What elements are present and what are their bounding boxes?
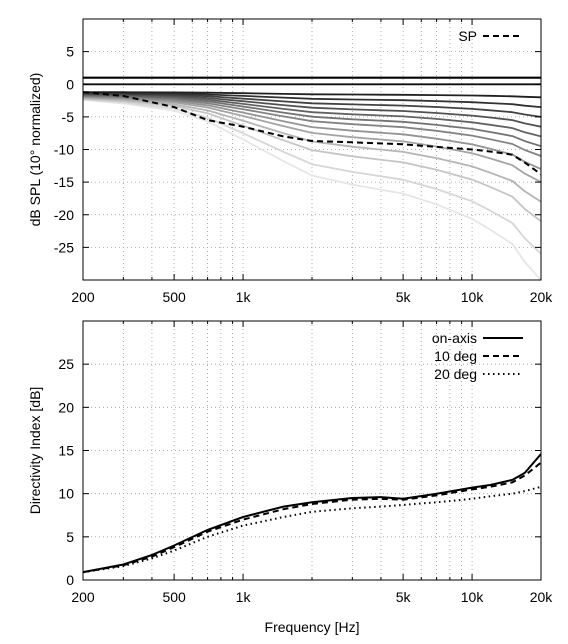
plot-area (83, 76, 541, 280)
grid (83, 321, 541, 580)
plot-area (83, 453, 541, 574)
tick-marks (82, 321, 542, 581)
legend-label: SP (458, 28, 477, 44)
legend-label: 20 deg (434, 366, 477, 382)
y-tick-label: 15 (58, 443, 74, 459)
x-tick-label: 5k (396, 589, 412, 605)
y-tick-label: 0 (66, 572, 74, 588)
x-tick-label: 1k (236, 589, 252, 605)
spl-chart: 200 500 1k 5k 10k 20k 5 0 -5 -10 -15 -20 -25 dB SPL (… (27, 18, 554, 305)
legend: on-axis 10 deg 20 deg (432, 330, 523, 382)
family-curve (83, 95, 541, 170)
series-line (83, 461, 541, 574)
family-curve (83, 91, 541, 108)
family-curve (83, 95, 541, 157)
y-tick-label: 20 (58, 399, 74, 415)
directivity-chart: 200 500 1k 5k 10k 20k 0 5 10 15 20 25 Directivity In… (27, 320, 554, 635)
series-line (83, 453, 541, 574)
family-curve (83, 97, 541, 223)
tick-marks (82, 19, 542, 280)
y-tick-label: 0 (66, 76, 74, 92)
y-axis-label: Directivity Index [dB] (27, 387, 43, 515)
y-tick-label: 5 (66, 529, 74, 545)
x-tick-label: 200 (71, 289, 95, 305)
y-tick-label: 25 (58, 356, 74, 372)
legend: SP (458, 28, 523, 44)
y-tick-label: -25 (54, 239, 74, 255)
family-curve (83, 99, 541, 280)
family-curve (83, 94, 541, 148)
family-curve (83, 97, 541, 203)
x-tick-label: 5k (396, 289, 412, 305)
x-tick-label: 200 (71, 589, 95, 605)
family-curve (83, 91, 541, 99)
family-curve (83, 96, 541, 183)
x-tick-label: 500 (162, 289, 186, 305)
y-tick-label: 10 (58, 486, 74, 502)
family-curve (83, 93, 541, 128)
series-line (83, 485, 541, 574)
legend-label: on-axis (432, 330, 477, 346)
x-tick-label: 20k (530, 589, 554, 605)
x-axis-label: Frequency [Hz] (265, 619, 360, 635)
family-curve (83, 93, 541, 138)
y-tick-label: 5 (66, 44, 74, 60)
x-tick-label: 500 (162, 589, 186, 605)
y-axis-label: dB SPL (10° normalized) (27, 73, 43, 227)
y-tick-label: -15 (54, 174, 74, 190)
series-line (83, 91, 541, 176)
y-tick-label: -10 (54, 142, 74, 158)
y-tick-label: -20 (54, 207, 74, 223)
x-tick-label: 20k (530, 289, 554, 305)
family-curve (83, 92, 541, 118)
x-tick-label: 10k (461, 589, 485, 605)
x-tick-label: 1k (236, 289, 252, 305)
legend-label: 10 deg (434, 348, 477, 364)
y-tick-label: -5 (62, 109, 75, 125)
x-tick-label: 10k (461, 289, 485, 305)
